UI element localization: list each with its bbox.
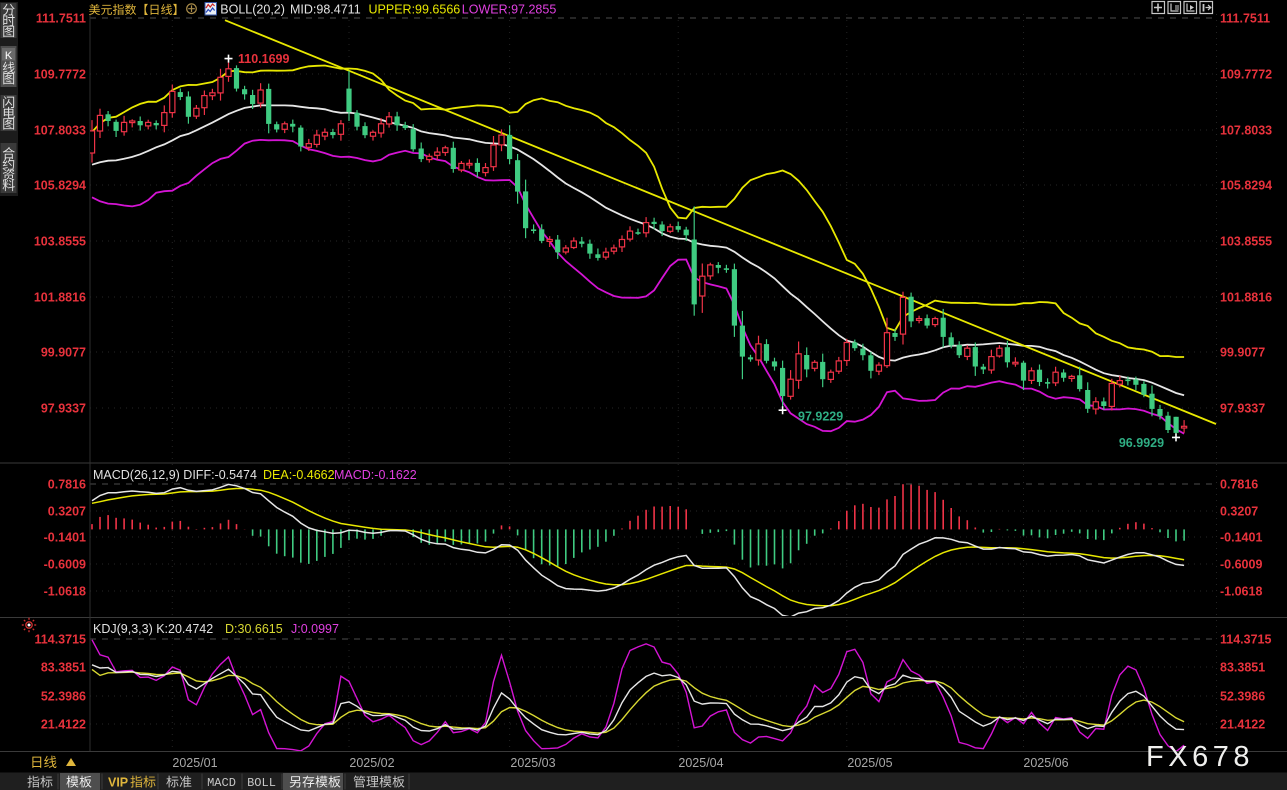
svg-text:101.8816: 101.8816 — [34, 291, 86, 305]
svg-text:97.9337: 97.9337 — [1220, 402, 1265, 416]
svg-text:-1.0618: -1.0618 — [1220, 585, 1262, 599]
svg-text:97.9337: 97.9337 — [41, 402, 86, 416]
svg-text:VIP: VIP — [108, 776, 128, 790]
svg-text:110.1699: 110.1699 — [238, 52, 289, 66]
svg-text:101.8816: 101.8816 — [1220, 291, 1272, 305]
svg-text:83.3851: 83.3851 — [41, 661, 86, 675]
svg-text:99.9077: 99.9077 — [1220, 346, 1265, 360]
svg-text:114.3715: 114.3715 — [1220, 633, 1271, 647]
svg-text:2025/06: 2025/06 — [1023, 756, 1068, 770]
svg-text:0.3207: 0.3207 — [48, 505, 86, 519]
svg-text:107.8033: 107.8033 — [34, 124, 86, 138]
svg-text:MACD(26,12,9) DIFF:-0.5474: MACD(26,12,9) DIFF:-0.5474 — [93, 468, 257, 482]
svg-text:0.3207: 0.3207 — [1220, 505, 1258, 519]
svg-text:2025/05: 2025/05 — [847, 756, 892, 770]
svg-text:83.3851: 83.3851 — [1220, 661, 1265, 675]
svg-text:52.3986: 52.3986 — [41, 690, 86, 704]
svg-text:21.4122: 21.4122 — [1220, 718, 1265, 732]
svg-text:111.7511: 111.7511 — [36, 12, 86, 26]
svg-text:105.8294: 105.8294 — [34, 179, 86, 193]
svg-text:UPPER:99.6566: UPPER:99.6566 — [369, 3, 461, 17]
svg-text:-1.0618: -1.0618 — [44, 585, 86, 599]
svg-text:109.7772: 109.7772 — [1220, 68, 1272, 82]
svg-text:FX678: FX678 — [1146, 741, 1254, 773]
svg-text:BOLL(20,2): BOLL(20,2) — [220, 3, 285, 17]
svg-text:103.8555: 103.8555 — [1220, 235, 1272, 249]
svg-text:MID:98.4711: MID:98.4711 — [290, 3, 361, 17]
svg-text:MACD:-0.1622: MACD:-0.1622 — [334, 468, 417, 482]
svg-text:-0.6009: -0.6009 — [1220, 558, 1262, 572]
svg-text:D:30.6615: D:30.6615 — [225, 622, 283, 636]
svg-text:2025/02: 2025/02 — [349, 756, 394, 770]
svg-text:105.8294: 105.8294 — [1220, 179, 1272, 193]
svg-text:2025/01: 2025/01 — [172, 756, 217, 770]
svg-text:99.9077: 99.9077 — [41, 346, 86, 360]
svg-text:109.7772: 109.7772 — [34, 68, 86, 82]
svg-text:-0.1401: -0.1401 — [1220, 531, 1262, 545]
svg-text:K: K — [5, 50, 13, 62]
svg-text:DEA:-0.4662: DEA:-0.4662 — [263, 468, 335, 482]
svg-text:J:0.0997: J:0.0997 — [291, 622, 339, 636]
svg-text:114.3715: 114.3715 — [35, 633, 86, 647]
svg-text:111.7511: 111.7511 — [1220, 12, 1270, 26]
svg-text:MACD: MACD — [207, 776, 236, 790]
svg-text:2025/03: 2025/03 — [510, 756, 555, 770]
svg-text:-0.1401: -0.1401 — [44, 531, 86, 545]
svg-text:0.7816: 0.7816 — [48, 478, 86, 492]
svg-text:103.8555: 103.8555 — [34, 235, 86, 249]
svg-text:BOLL: BOLL — [247, 776, 276, 790]
svg-text:96.9929: 96.9929 — [1119, 436, 1164, 450]
svg-text:KDJ(9,3,3) K:20.4742: KDJ(9,3,3) K:20.4742 — [93, 622, 213, 636]
svg-text:52.3986: 52.3986 — [1220, 690, 1265, 704]
svg-text:107.8033: 107.8033 — [1220, 124, 1272, 138]
svg-text:-0.6009: -0.6009 — [44, 558, 86, 572]
svg-text:97.9229: 97.9229 — [798, 410, 843, 424]
svg-text:21.4122: 21.4122 — [41, 718, 86, 732]
svg-text:2025/04: 2025/04 — [678, 756, 723, 770]
svg-text:0.7816: 0.7816 — [1220, 478, 1258, 492]
svg-text:LOWER:97.2855: LOWER:97.2855 — [462, 3, 557, 17]
